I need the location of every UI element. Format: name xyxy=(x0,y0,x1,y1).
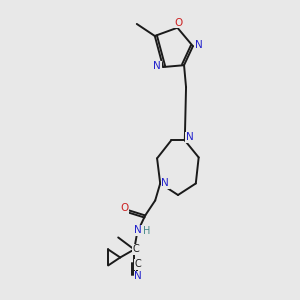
Text: H: H xyxy=(142,226,150,236)
Text: C: C xyxy=(135,260,142,269)
Text: C: C xyxy=(133,244,140,254)
Text: O: O xyxy=(120,203,128,214)
Text: N: N xyxy=(161,178,169,188)
Text: N: N xyxy=(186,132,194,142)
Text: N: N xyxy=(195,40,203,50)
Text: N: N xyxy=(134,272,142,281)
Text: O: O xyxy=(174,18,183,28)
Text: N: N xyxy=(134,226,142,236)
Text: N: N xyxy=(153,61,161,71)
